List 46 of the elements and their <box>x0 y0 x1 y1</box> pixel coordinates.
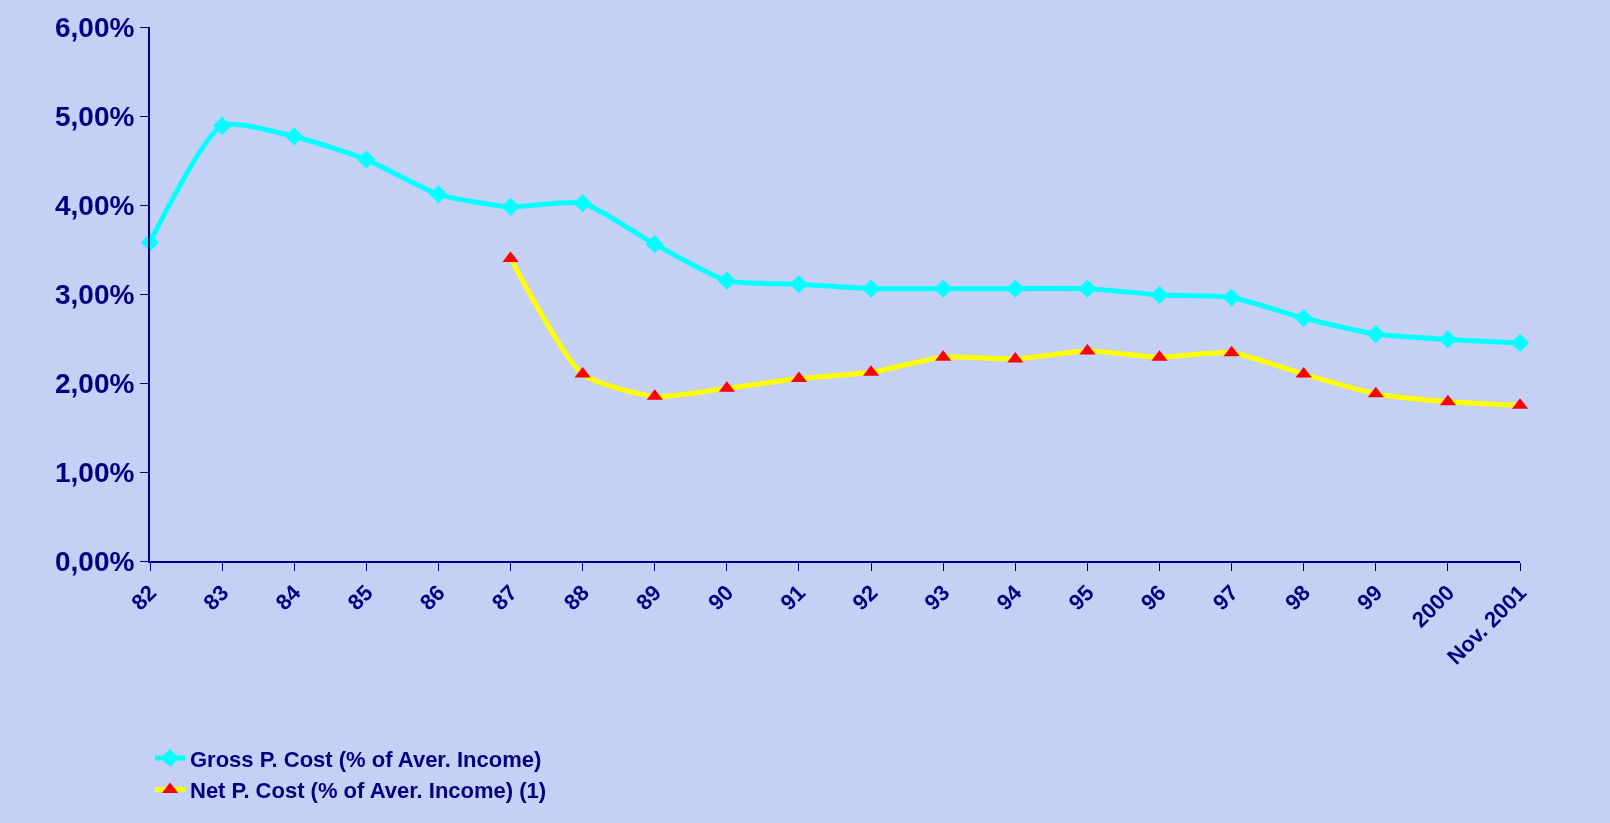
point <box>1150 285 1169 304</box>
y-tick-label: 3,00% <box>54 278 135 310</box>
point <box>789 275 809 294</box>
point <box>861 279 881 298</box>
y-tick-label: 5,00% <box>54 100 135 132</box>
x-tick-label: 83 <box>198 580 234 616</box>
point <box>573 194 592 213</box>
x-tick-label: 84 <box>270 579 307 616</box>
x-tick-label: 87 <box>486 580 522 616</box>
point <box>1510 333 1530 353</box>
y-tick-label: 4,00% <box>54 189 135 221</box>
x-tick-label: 95 <box>1063 580 1099 616</box>
x-tick-label: 96 <box>1135 580 1171 616</box>
x-tick-label: 94 <box>991 579 1028 616</box>
x-tick-label: 82 <box>126 580 162 616</box>
point <box>1222 288 1241 307</box>
x-tick-label: 91 <box>775 580 811 616</box>
y-tick-label: 0,00% <box>54 545 135 577</box>
y-tick-label: 6,00% <box>54 11 135 43</box>
x-tick-label: 92 <box>847 580 883 616</box>
x-tick-label: 97 <box>1207 580 1243 616</box>
y-tick-label: 1,00% <box>54 456 135 488</box>
point <box>717 271 736 290</box>
point <box>1006 279 1025 298</box>
x-tick-label: 85 <box>342 580 378 616</box>
point <box>501 197 520 216</box>
x-tick-label: 86 <box>414 580 450 616</box>
x-tick-label: 90 <box>703 580 739 616</box>
point <box>213 116 232 135</box>
y-tick-label: 2,00% <box>54 367 135 399</box>
legend-label: Net P. Cost (% of Aver. Income) (1) <box>190 778 547 804</box>
point <box>1078 279 1097 298</box>
point <box>1366 324 1385 344</box>
point <box>1438 330 1457 349</box>
x-tick-label: 98 <box>1280 580 1315 616</box>
x-tick-label: 89 <box>631 580 667 616</box>
x-tick-label: 99 <box>1352 580 1388 616</box>
point <box>645 235 664 254</box>
point <box>1294 308 1313 328</box>
point <box>357 150 376 169</box>
point <box>285 127 304 146</box>
legend-label: Gross P. Cost (% of Aver. Income) <box>190 746 542 772</box>
point <box>934 279 953 298</box>
point <box>429 185 448 204</box>
x-tick-label: 93 <box>919 580 955 616</box>
x-tick-label: 88 <box>558 580 594 616</box>
